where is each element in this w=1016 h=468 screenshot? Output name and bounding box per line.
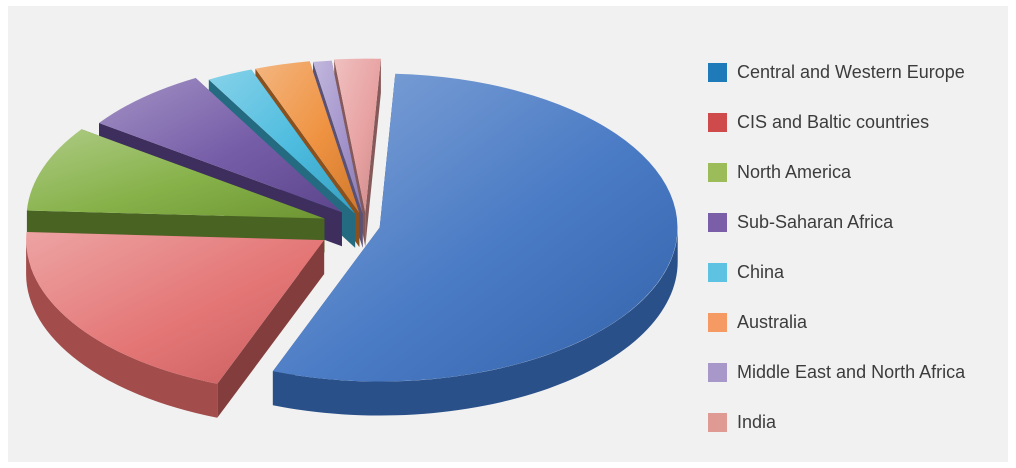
legend-swatch-north-america: [708, 163, 727, 182]
legend-item-australia: Australia: [708, 310, 1003, 360]
pie-top-faces: [26, 58, 678, 384]
legend-item-sub-saharan-africa: Sub-Saharan Africa: [708, 210, 1003, 260]
pie-slice-australia: [255, 61, 360, 214]
legend-label-central-western-europe: Central and Western Europe: [737, 62, 965, 82]
pie-slice-north-america: [26, 129, 325, 219]
pie-slice-rim-cis-baltic: [26, 240, 218, 418]
legend-swatch-cis-baltic: [708, 113, 727, 132]
legend-label-middle-east-north-africa: Middle East and North Africa: [737, 362, 966, 382]
legend-swatch-central-western-europe: [708, 63, 727, 82]
legend-item-central-western-europe: Central and Western Europe: [708, 60, 1003, 110]
pie-slice-central-western-europe: [272, 73, 678, 382]
legend-item-cis-baltic: CIS and Baltic countries: [708, 110, 1003, 160]
pie-slice-cis-baltic: [26, 232, 325, 384]
legend-item-china: China: [708, 260, 1003, 310]
pie-slice-wall-india: [365, 58, 381, 247]
pie-slice-sub-saharan-africa: [99, 78, 342, 213]
pie-slice-middle-east-north-africa: [313, 60, 363, 214]
legend-label-australia: Australia: [737, 312, 808, 332]
legend-label-china: China: [737, 262, 785, 282]
pie-slice-china: [208, 69, 356, 214]
legend-item-india: India: [708, 410, 1003, 460]
chart-panel: Central and Western Europe CIS and Balti…: [8, 6, 1008, 462]
pie-slice-rim-central-western-europe: [272, 227, 678, 416]
legend-swatch-australia: [708, 313, 727, 332]
legend-label-cis-baltic: CIS and Baltic countries: [737, 112, 930, 132]
legend-swatch-middle-east-north-africa: [708, 363, 727, 382]
legend-swatch-china: [708, 263, 727, 282]
legend-item-north-america: North America: [708, 160, 1003, 210]
legend-item-middle-east-north-africa: Middle East and North Africa: [708, 360, 1003, 410]
legend-swatch-india: [708, 413, 727, 432]
pie-slice-india: [334, 58, 381, 213]
pie-slice-wall-cis-baltic: [217, 240, 325, 418]
legend-label-sub-saharan-africa: Sub-Saharan Africa: [737, 212, 894, 232]
legend-swatch-sub-saharan-africa: [708, 213, 727, 232]
pie-chart: [26, 58, 678, 418]
chart-legend: Central and Western Europe CIS and Balti…: [708, 60, 1003, 460]
legend-label-india: India: [737, 412, 777, 432]
legend-label-north-america: North America: [737, 162, 852, 182]
